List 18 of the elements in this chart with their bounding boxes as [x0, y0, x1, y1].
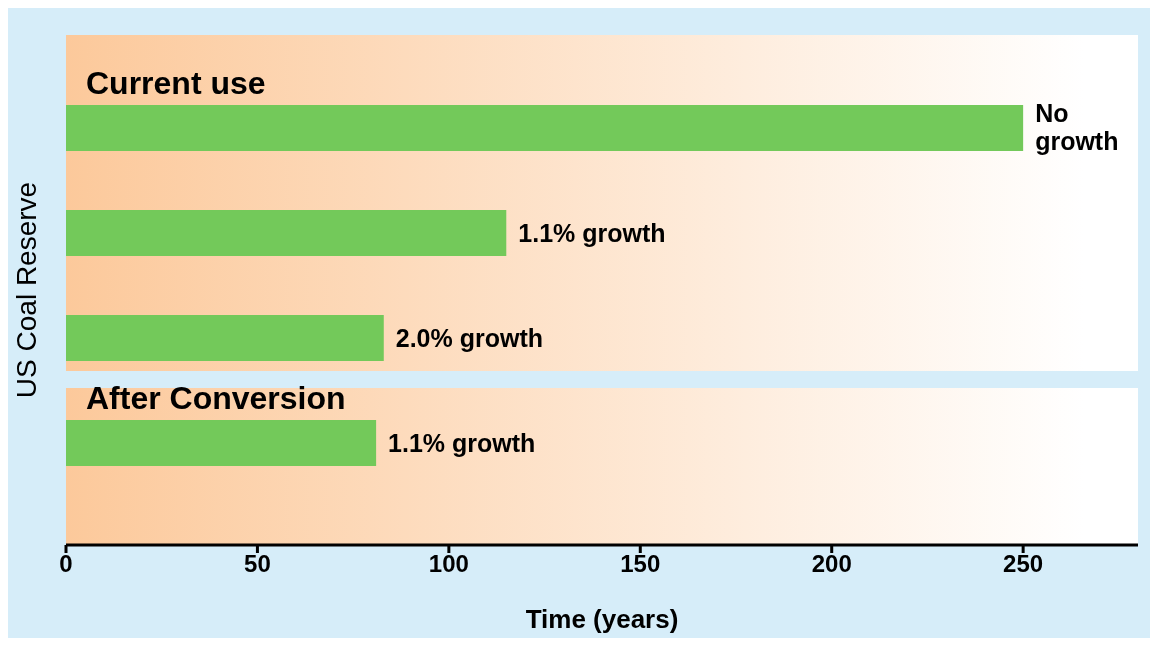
- bar: [66, 105, 1024, 151]
- x-tick-label: 0: [59, 550, 73, 578]
- y-axis-title: US Coal Reserve: [10, 181, 42, 399]
- y-tick-label: 2.0% growth: [395, 324, 544, 352]
- x-axis-title: Time (years): [525, 604, 679, 634]
- annotation: After Conversion: [86, 379, 346, 417]
- x-tick-label: 250: [1003, 550, 1044, 578]
- bar: [66, 315, 384, 361]
- y-tick-label: No growth: [1035, 99, 1119, 155]
- y-tick-label: 1.1% growth: [388, 429, 536, 457]
- annotation: Current use: [86, 64, 266, 102]
- x-tick-label: 50: [244, 550, 271, 578]
- bar: [66, 210, 507, 256]
- x-tick-label: 200: [811, 550, 852, 578]
- y-tick-label: 1.1% growth: [518, 219, 666, 247]
- x-tick-label: 100: [428, 550, 469, 578]
- x-tick-label: 150: [620, 550, 661, 578]
- bar: [66, 420, 377, 466]
